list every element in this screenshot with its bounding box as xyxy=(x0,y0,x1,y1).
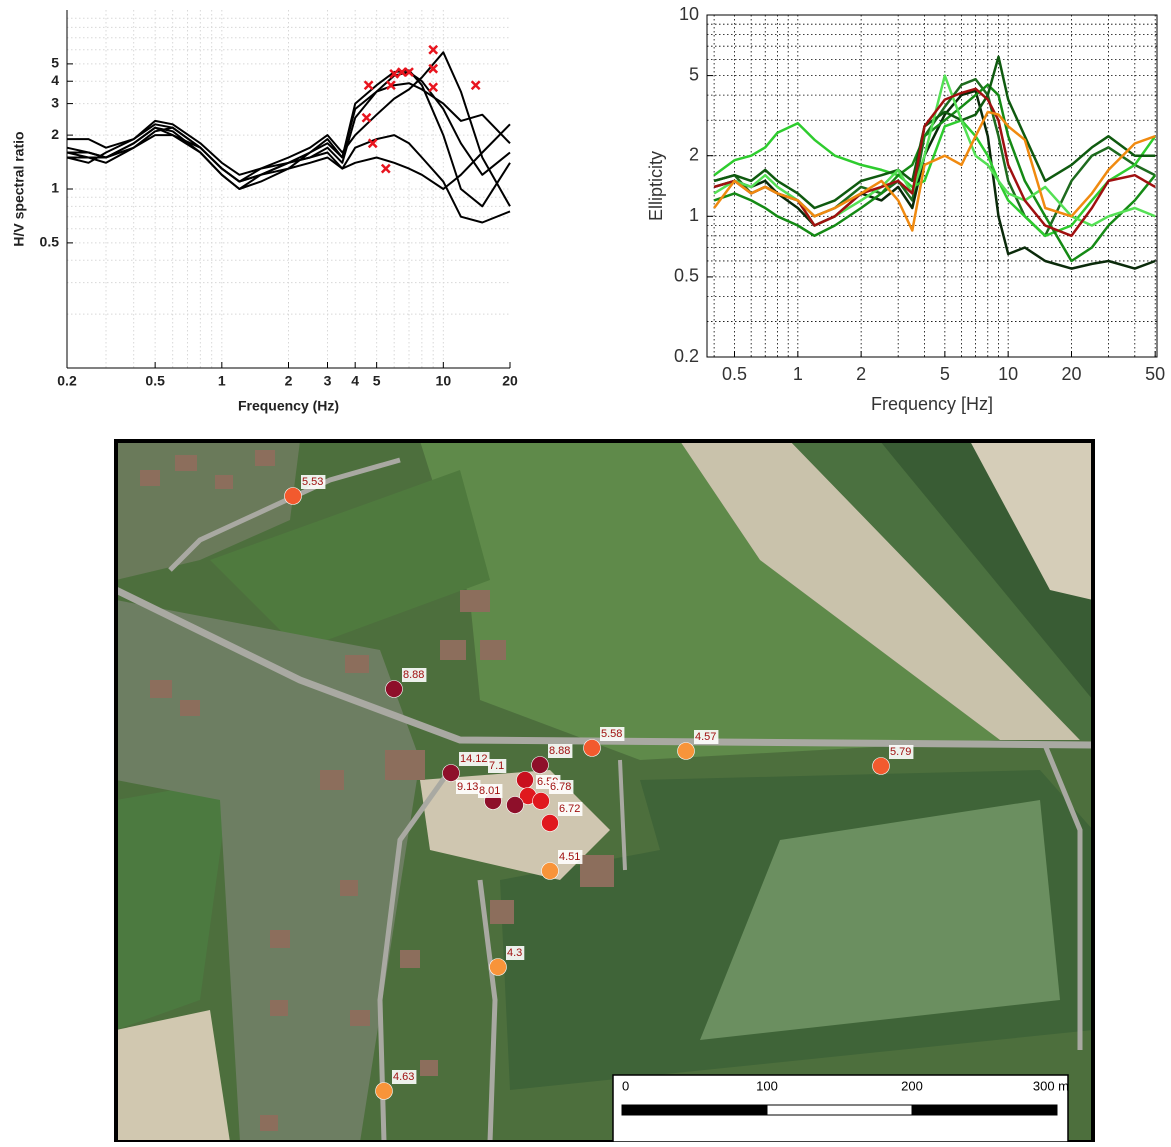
y-axis-label: Ellipticity xyxy=(646,151,666,221)
y-tick-label: 1 xyxy=(51,180,59,196)
site-label: 6.72 xyxy=(559,803,580,815)
y-tick-label: 5 xyxy=(51,55,59,71)
site-label: 7.1 xyxy=(489,760,504,772)
site-marker xyxy=(873,758,890,775)
x-tick-label: 0.5 xyxy=(145,373,165,389)
site-marker xyxy=(542,863,559,880)
scalebar-label: 0 xyxy=(622,1078,629,1093)
y-tick-label: 0.5 xyxy=(674,266,699,286)
x-tick-label: 2 xyxy=(856,364,866,384)
x-axis-label: Frequency (Hz) xyxy=(238,398,339,414)
site-label: 9.13 xyxy=(457,781,478,793)
y-tick-label: 1 xyxy=(689,205,699,225)
site-marker xyxy=(376,1083,393,1100)
site-label: 4.57 xyxy=(695,731,716,743)
site-marker xyxy=(386,681,403,698)
x-tick-label: 20 xyxy=(502,373,518,389)
site-marker xyxy=(678,743,695,760)
site-label: 14.12 xyxy=(460,753,488,765)
y-tick-label: 0.2 xyxy=(674,346,699,366)
scalebar-label: 200 xyxy=(901,1078,923,1093)
site-label: 8.01 xyxy=(479,785,500,797)
site-label: 4.51 xyxy=(559,851,580,863)
map-background xyxy=(116,441,1093,1142)
figure: 0.20.51234510200.512345Frequency (Hz)H/V… xyxy=(0,0,1171,1142)
peak-marker xyxy=(472,81,480,89)
x-tick-label: 5 xyxy=(373,373,381,389)
y-axis-label: H/V spectral ratio xyxy=(11,131,27,246)
y-tick-label: 3 xyxy=(51,94,59,110)
site-marker xyxy=(517,772,534,789)
site-label: 4.3 xyxy=(507,947,522,959)
site-marker xyxy=(532,757,549,774)
x-tick-label: 0.5 xyxy=(722,364,747,384)
site-marker xyxy=(443,765,460,782)
x-tick-label: 50 xyxy=(1145,364,1165,384)
x-tick-label: 5 xyxy=(940,364,950,384)
x-tick-label: 10 xyxy=(436,373,452,389)
site-label: 8.88 xyxy=(549,745,570,757)
site-marker xyxy=(507,797,524,814)
y-tick-label: 2 xyxy=(689,144,699,164)
site-label: 5.53 xyxy=(302,476,323,488)
x-tick-label: 10 xyxy=(998,364,1018,384)
site-label: 5.58 xyxy=(601,728,622,740)
scalebar-segment xyxy=(767,1105,912,1115)
site-marker xyxy=(490,959,507,976)
site-marker xyxy=(542,815,559,832)
y-tick-label: 4 xyxy=(51,72,59,88)
scalebar-segment xyxy=(912,1105,1057,1115)
x-tick-label: 3 xyxy=(324,373,332,389)
y-tick-label: 10 xyxy=(679,4,699,24)
scalebar-label: 300 m xyxy=(1033,1078,1069,1093)
y-tick-label: 5 xyxy=(689,64,699,84)
y-tick-label: 0.5 xyxy=(40,234,60,250)
x-tick-label: 0.2 xyxy=(57,373,77,389)
scalebar-segment xyxy=(622,1105,767,1115)
x-tick-label: 1 xyxy=(218,373,226,389)
x-axis-label: Frequency [Hz] xyxy=(871,394,993,414)
peak-marker xyxy=(382,165,390,173)
site-marker xyxy=(285,488,302,505)
site-label: 5.79 xyxy=(890,746,911,758)
x-tick-label: 4 xyxy=(351,373,359,389)
scalebar-label: 100 xyxy=(756,1078,778,1093)
site-label: 6.78 xyxy=(550,781,571,793)
site-marker xyxy=(533,793,550,810)
y-tick-label: 2 xyxy=(51,126,59,142)
site-marker xyxy=(584,740,601,757)
site-label: 4.63 xyxy=(393,1071,414,1083)
site-label: 8.88 xyxy=(403,669,424,681)
plot-frame xyxy=(707,15,1157,357)
peak-marker xyxy=(365,81,373,89)
x-tick-label: 1 xyxy=(793,364,803,384)
x-tick-label: 20 xyxy=(1061,364,1081,384)
peak-marker xyxy=(363,114,371,122)
x-tick-label: 2 xyxy=(285,373,293,389)
